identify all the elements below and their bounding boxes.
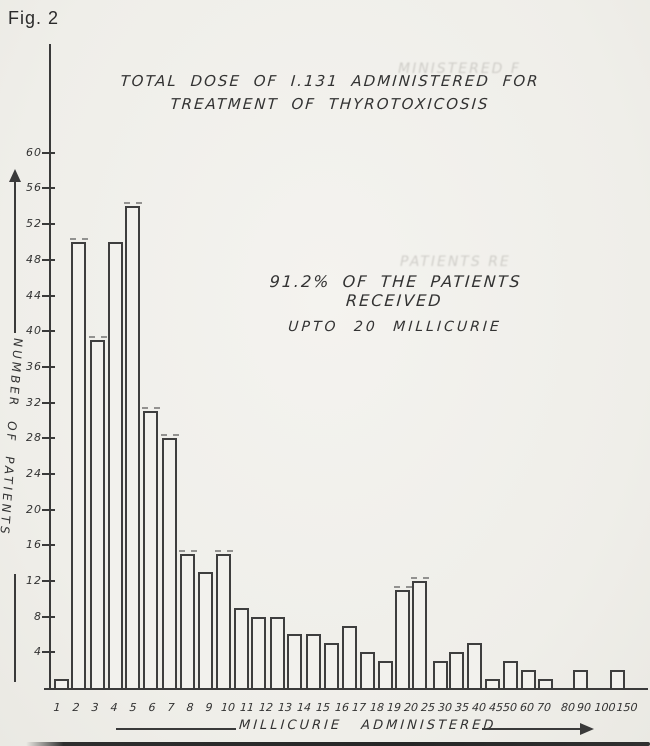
bleed-through-ghost-text-title: MINISTERED F [398,61,521,77]
chart-title-line2: TREATMENT OF THYROTOXICOSIS [169,95,491,113]
y-tick-label: 52 [26,217,42,231]
y-tick-label: 28 [26,431,42,445]
annotation-line2: UPTO 20 MILLICURIE [287,319,503,335]
y-tick-label: 32 [26,395,42,409]
y-tick-mark [42,579,55,582]
y-tick-label: 36 [26,359,42,373]
bar-13-millicurie [270,617,285,688]
bar-3-millicurie [90,340,105,688]
bar-20-millicurie [395,590,410,688]
bar-pencil-cap-mark [179,550,197,552]
bar-8-millicurie [180,554,195,688]
bar-90-millicurie [573,670,588,688]
y-axis-arrow-up-icon [9,169,21,182]
bar-9-millicurie [198,572,213,688]
scan-artifact-bottom-edge [26,742,650,746]
y-tick-mark [42,330,55,333]
x-tick-label-70: 70 [536,701,552,714]
y-tick-mark [42,258,55,261]
y-tick-label: 40 [26,324,42,338]
bar-40-millicurie [467,643,482,688]
y-tick-label: 12 [26,573,42,587]
bar-12-millicurie [251,617,266,688]
bar-17-millicurie [342,626,357,688]
y-axis-label-line-upper [14,181,16,333]
x-axis-arrow-right-icon [580,723,594,735]
bar-4-millicurie [108,242,123,688]
y-axis-label-line-lower [14,574,16,682]
figure-label: Fig. 2 [8,8,60,28]
y-tick-mark [42,294,55,297]
bar-45-millicurie [485,679,500,688]
bar-2-millicurie [71,242,86,688]
bar-60-millicurie [521,670,536,688]
bar-30-millicurie [433,661,448,688]
bar-pencil-cap-mark [70,238,88,240]
bar-10-millicurie [216,554,231,688]
bar-1-millicurie [54,679,69,688]
y-tick-label: 44 [26,288,42,302]
y-tick-label: 4 [34,645,42,659]
bar-16-millicurie [324,643,339,688]
y-tick-label: 24 [26,466,42,480]
bar-pencil-cap-mark [161,434,179,436]
y-tick-label: 20 [26,502,42,516]
x-tick-label-150: 150 [616,701,638,714]
y-tick-mark [42,437,55,440]
y-tick-mark [42,508,55,511]
annotation-line1: 91.2% OF THE PATIENTS RECEIVED [269,272,523,310]
chart-title: TOTAL DOSE OF I.131 ADMINISTERED FOR TRE… [115,72,545,113]
bar-35-millicurie [449,652,464,688]
y-tick-label: 48 [26,252,42,266]
bar-11-millicurie [234,608,249,688]
chart-annotation: 91.2% OF THE PATIENTS RECEIVED UPTO 20 M… [220,272,570,335]
y-tick-label: 56 [26,181,42,195]
x-axis [44,688,648,690]
bar-15-millicurie [306,634,321,688]
bar-6-millicurie [143,411,158,688]
bar-pencil-cap-mark [142,407,160,409]
bar-pencil-cap-mark [215,550,233,552]
y-tick-mark [42,187,55,190]
bar-7-millicurie [162,438,177,688]
chart-title-line1: TOTAL DOSE OF I.131 ADMINISTERED FOR [119,72,541,90]
y-tick-mark [42,651,55,654]
x-axis-label-line-right [482,728,582,730]
bar-pencil-cap-mark [411,577,429,579]
bar-50-millicurie [503,661,518,688]
bar-5-millicurie [125,206,140,688]
bar-19-millicurie [378,661,393,688]
bar-18-millicurie [360,652,375,688]
bar-14-millicurie [287,634,302,688]
bar-70-millicurie [538,679,553,688]
bar-150-millicurie [610,670,625,688]
y-tick-label: 60 [26,145,42,159]
bleed-through-ghost-text-annotation: PATIENTS RE [400,254,511,270]
y-tick-mark [42,365,55,368]
y-tick-mark [42,151,55,154]
y-tick-label: 8 [34,609,42,623]
bar-pencil-cap-mark [89,336,107,338]
y-tick-mark [42,472,55,475]
y-tick-mark [42,615,55,618]
x-axis-title: MILLICURIE ADMINISTERED [238,718,497,733]
y-tick-label: 16 [26,538,42,552]
y-tick-mark [42,223,55,226]
y-tick-mark [42,544,55,547]
x-axis-label-line-left [116,728,236,730]
y-tick-mark [42,401,55,404]
bar-pencil-cap-mark [394,586,412,588]
bar-pencil-cap-mark [124,202,142,204]
bar-25-millicurie [412,581,427,688]
